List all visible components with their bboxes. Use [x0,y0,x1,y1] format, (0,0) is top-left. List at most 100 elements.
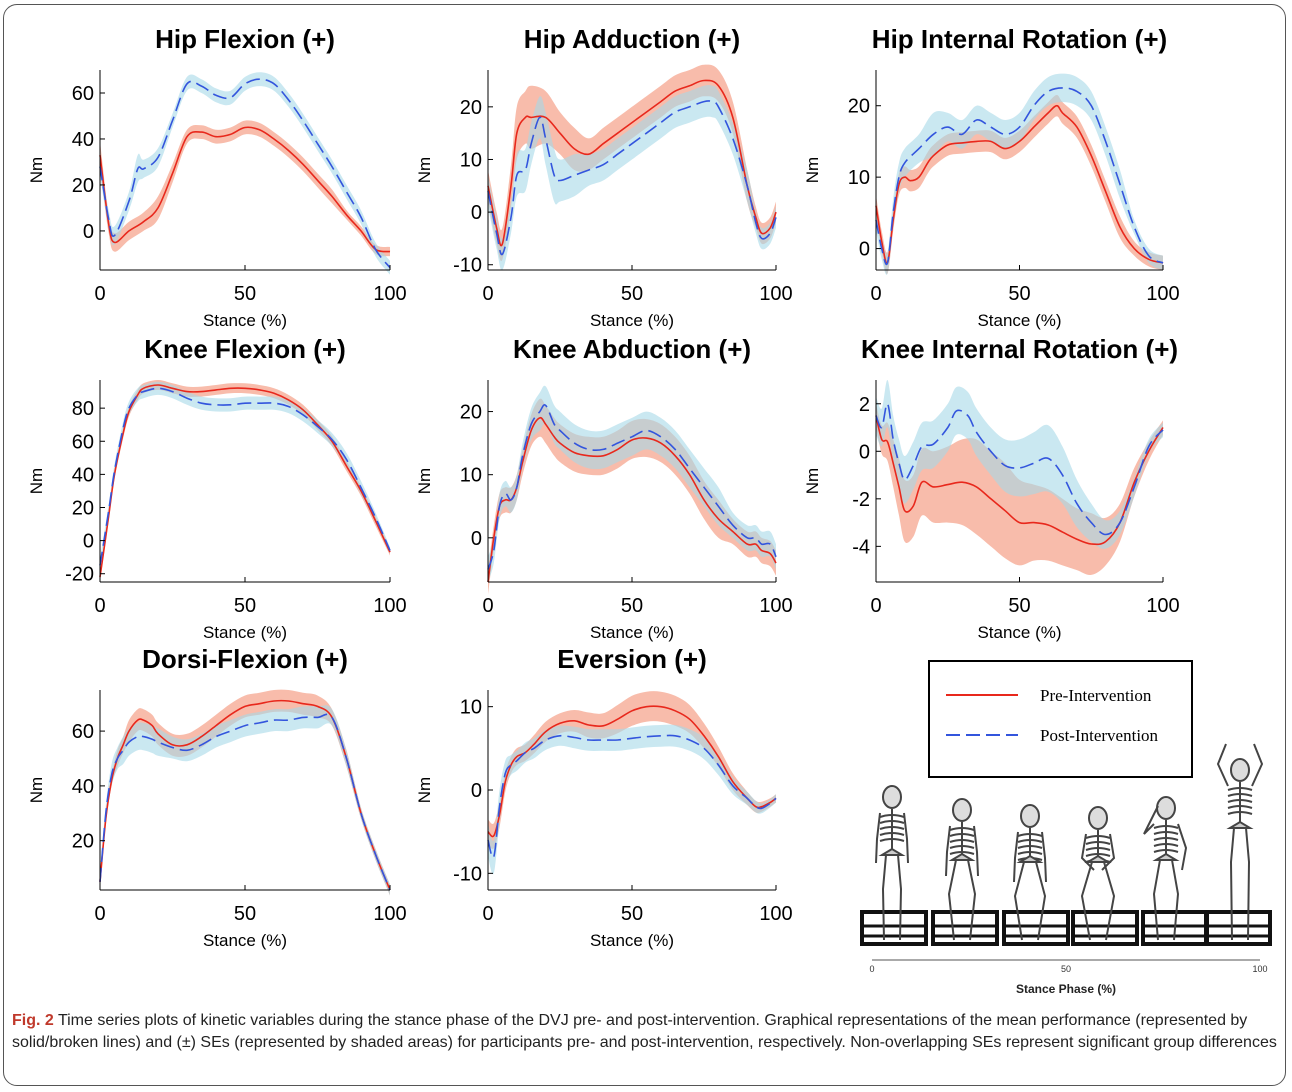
rib [949,851,975,855]
x-tick-label: 50 [1008,283,1030,305]
x-axis-label: Stance (%) [203,311,287,330]
post-se-band [100,705,390,896]
rib [1153,843,1179,847]
leg [1013,861,1025,941]
plyo-box [1071,910,1139,946]
skeleton-figure [1080,806,1116,941]
rib [1017,833,1043,837]
y-axis-label: Nm [415,468,434,494]
y-tick-label: 0 [83,531,94,553]
y-tick-label: 10 [848,167,870,189]
rib [1153,837,1179,841]
rib [1017,845,1043,849]
arm [945,825,951,877]
x-tick-label: 50 [234,903,256,925]
y-tick-label: 20 [848,96,870,118]
skull [882,785,902,809]
y-tick-label: -20 [65,564,94,586]
x-axis-label: Stance (%) [203,623,287,642]
plyo-box [1204,910,1272,946]
chart-panel-6: -4 -2 0 2 0 50 100 Knee Internal Rotation (+) St… [803,334,1180,642]
arm [875,812,881,864]
leg [1035,861,1047,941]
y-tick-label: 0 [859,239,870,261]
x-tick-label: 100 [1146,283,1179,305]
skeleton-drop-jump-icon: 0 50 100 Stance Phase (%) [860,743,1272,996]
pre-mean-line [875,104,1164,265]
leg [1229,827,1235,941]
skeleton-figure [1216,743,1264,941]
stance-tick-label: 0 [869,964,874,974]
chart-title: Hip Flexion (+) [155,24,335,54]
y-tick-label: 0 [471,202,482,224]
x-tick-label: 0 [482,903,493,925]
x-tick-label: 100 [759,595,792,617]
rib [1017,851,1043,855]
y-tick-label: 20 [72,497,94,519]
x-tick-label: 0 [482,595,493,617]
x-axis-label: Stance (%) [590,311,674,330]
chart-title: Eversion (+) [557,644,707,674]
pelvis [1016,854,1044,863]
skeleton-figure [1143,796,1188,941]
x-tick-label: 0 [94,903,105,925]
y-axis-label: Nm [415,157,434,183]
x-axis-label: Stance (%) [977,623,1061,642]
rib [1153,831,1179,835]
pre-mean-line [875,415,1164,546]
rib [949,845,975,849]
rib [1085,841,1111,845]
y-tick-label: 0 [471,780,482,802]
y-tick-label: 20 [72,831,94,853]
plyo-box [1002,910,1070,946]
post-mean-line [487,100,777,256]
y-axis-label: Nm [27,777,46,803]
skull [1088,806,1108,830]
x-tick-label: 50 [621,903,643,925]
y-axis-label: Nm [27,468,46,494]
pre-mean-line [487,416,777,583]
x-tick-label: 100 [1146,595,1179,617]
x-tick-label: 50 [621,595,643,617]
y-tick-label: 40 [72,776,94,798]
rib [949,839,975,843]
chart-title: Hip Adduction (+) [524,24,740,54]
post-mean-line [99,713,391,891]
leg [1080,861,1093,941]
y-axis-label: Nm [803,157,822,183]
rib [1153,825,1179,829]
rib [879,838,905,842]
x-tick-label: 0 [870,283,881,305]
x-axis-label: Stance (%) [590,931,674,950]
y-tick-label: 20 [460,402,482,424]
leg [897,854,903,941]
post-mean-line [875,402,1164,536]
skeleton-figure [875,785,909,941]
chart-title: Knee Flexion (+) [144,334,346,364]
post-mean-line [875,87,1164,266]
rib [1085,835,1111,839]
rib [1227,805,1253,809]
rib [949,827,975,831]
y-tick-label: 60 [72,721,94,743]
chart-title: Knee Abduction (+) [513,334,751,364]
x-tick-label: 50 [621,283,643,305]
x-axis-label: Stance (%) [590,623,674,642]
post-mean-line [99,387,391,566]
leg [947,859,957,941]
x-tick-label: 0 [94,595,105,617]
arm [1013,831,1019,883]
post-mean-line [487,734,777,859]
y-tick-label: -10 [453,863,482,885]
stance-tick-label: 50 [1061,964,1071,974]
x-tick-label: 0 [482,283,493,305]
x-tick-label: 50 [234,595,256,617]
post-se-band [876,379,1163,549]
chart-panel-1: 0 20 40 60 0 50 100 Hip Flexion (+) Stance (%) Nm [27,24,407,330]
x-tick-label: 50 [1008,595,1030,617]
x-axis-label: Stance (%) [203,931,287,950]
chart-panel-3: 0 10 20 0 50 100 Hip Internal Rotation (+) Stan… [803,24,1180,330]
post-se-band [100,72,390,275]
pre-se-band [488,691,776,850]
arm [1177,823,1188,871]
